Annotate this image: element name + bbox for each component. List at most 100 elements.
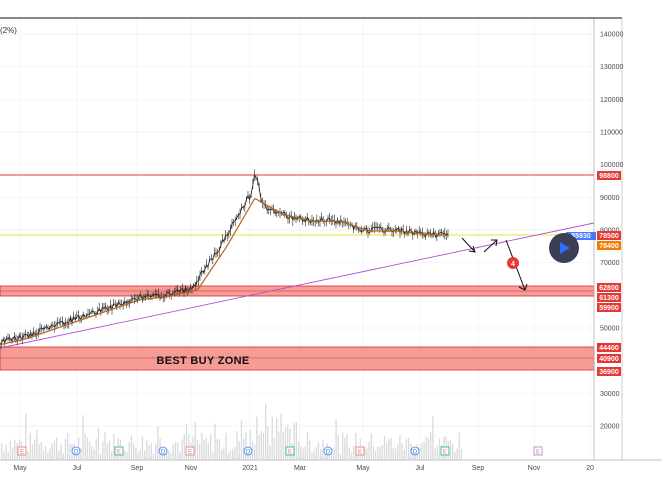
band-low-text: 59900 [599, 305, 619, 312]
event-marker[interactable]: D [158, 446, 168, 456]
x-tick-label: May [356, 465, 370, 472]
volume-bar [287, 424, 289, 460]
event-marker-shape [17, 446, 27, 456]
volume-bar [267, 426, 269, 460]
volume-bar [56, 437, 58, 460]
volume-bar [430, 432, 432, 460]
volume-bar [390, 437, 392, 460]
volume-bar [45, 446, 47, 460]
buy-low-text: 36900 [599, 369, 619, 376]
volume-bar [177, 442, 179, 460]
volume-bar [27, 451, 29, 460]
y-tick-label: 140000 [600, 32, 623, 39]
volume-bar [86, 437, 89, 460]
y-tick-label: 50000 [600, 326, 620, 333]
x-tick-label: Nov [528, 465, 541, 472]
event-marker-label: D [161, 450, 166, 456]
x-tick-label: Mar [294, 465, 307, 472]
volume-bar [383, 436, 386, 460]
volume-bar [106, 443, 108, 460]
marker-badge[interactable] [507, 257, 519, 269]
event-marker-shape [114, 446, 124, 456]
volume-bar [40, 441, 42, 460]
volume-bar [339, 453, 342, 460]
best-buy-zone [0, 346, 595, 371]
volume-bar [370, 433, 372, 460]
event-marker[interactable]: E [355, 446, 365, 456]
volume-bar [64, 439, 67, 460]
volume-bar [133, 443, 135, 460]
event-marker[interactable]: E [185, 446, 195, 456]
volume-bar [210, 434, 212, 460]
event-marker[interactable]: D [323, 446, 333, 456]
volume-bar [401, 443, 403, 460]
volume-bar [434, 448, 436, 460]
play-button[interactable] [549, 233, 579, 263]
volume-bar [166, 452, 168, 460]
event-marker[interactable]: E [114, 446, 124, 456]
event-marker[interactable]: E [440, 446, 450, 456]
volume-bar [256, 416, 258, 460]
volume-bar [260, 430, 262, 460]
play-icon [560, 242, 570, 254]
event-marker-label: E [358, 450, 362, 456]
moving-average-line [0, 198, 449, 346]
band-top-tag [597, 283, 621, 292]
y-tick-label: 70000 [600, 260, 620, 267]
volume-bar [309, 440, 311, 460]
volume-bar [126, 452, 128, 460]
y-tick-label: 90000 [600, 195, 620, 202]
volume-bar [408, 437, 410, 460]
volume-bar [207, 442, 210, 460]
last-price-text: 85930 [571, 233, 591, 240]
event-marker[interactable]: E [17, 446, 27, 456]
volume-bar [320, 449, 322, 460]
volume-bar [460, 448, 463, 460]
x-tick-label: 2021 [242, 465, 258, 472]
event-marker-shape [71, 446, 81, 456]
volume-bar [25, 413, 27, 460]
event-marker-shape [243, 446, 253, 456]
price-series [0, 169, 449, 350]
volume-bar [372, 446, 375, 460]
event-marker[interactable]: D [71, 446, 81, 456]
x-tick-label: May [13, 465, 27, 472]
event-marker[interactable]: D [410, 446, 420, 456]
volume-bar [322, 439, 324, 460]
arrowhead-down-1 [468, 245, 476, 253]
volume-bar [249, 430, 251, 460]
volume-bar [34, 439, 36, 460]
volume-bar [247, 451, 249, 460]
event-marker-label: D [326, 450, 331, 456]
volume-bar [388, 439, 390, 460]
volume-bar [240, 420, 243, 460]
event-marker-label: E [443, 450, 447, 456]
volume-bar [146, 440, 148, 460]
volume-bar [183, 434, 185, 460]
event-marker-shape [323, 446, 333, 456]
volume-bar [302, 448, 304, 460]
x-tick-label: Jul [416, 465, 425, 472]
marker-badge-label: 4 [511, 261, 515, 268]
event-marker[interactable]: D [243, 446, 253, 456]
event-marker-shape [158, 446, 168, 456]
buy-top-tag [597, 343, 621, 352]
volume-bar [278, 431, 280, 460]
volume-bar [232, 448, 234, 460]
volume-bar [181, 439, 183, 460]
event-marker-label: E [288, 450, 292, 456]
volume-bar [315, 447, 317, 460]
volume-bar [218, 439, 221, 460]
volume-bar [170, 453, 172, 460]
price-line [0, 173, 449, 346]
trendline-level-text: 78400 [599, 243, 619, 250]
volume-bar [111, 451, 113, 460]
volume-bar [157, 426, 159, 460]
time-axis[interactable]: May Jul Sep Nov 2021 Mar May Jul Sep Nov 20 [13, 465, 594, 472]
volume-bar [5, 444, 7, 460]
event-marker-label: E [188, 450, 192, 456]
event-marker[interactable]: E [533, 446, 543, 456]
event-marker[interactable]: E [285, 446, 295, 456]
